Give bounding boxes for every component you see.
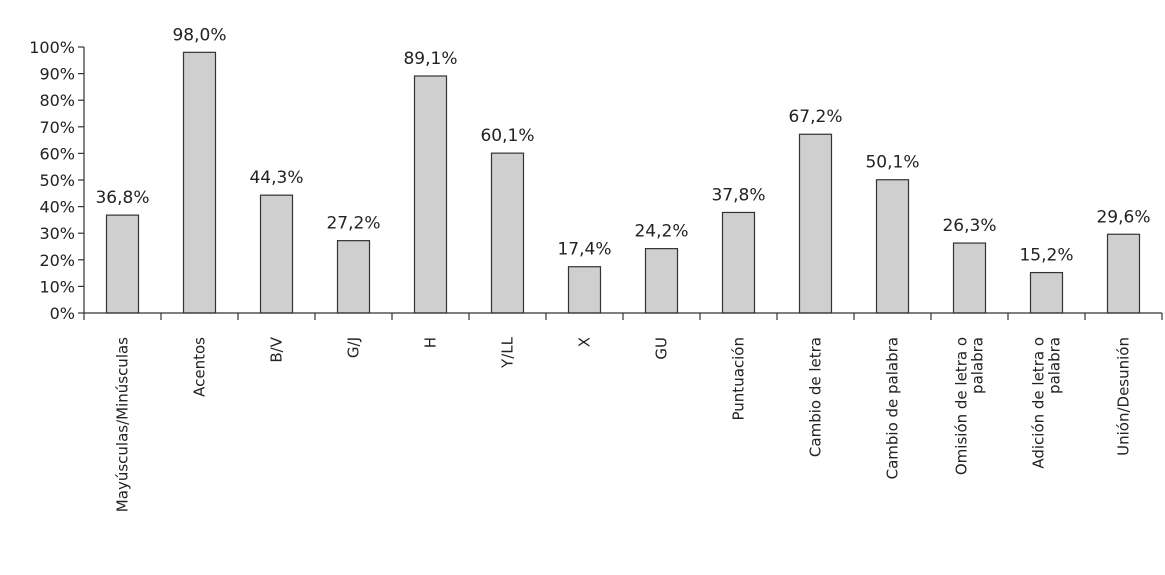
x-tick-label: Y/LL [499,336,517,369]
y-tick-label: 90% [39,65,75,84]
x-tick-label-line: Acentos [191,337,209,397]
x-tick-label-line: Mayúsculas/Minúsculas [114,337,132,512]
y-axis: 0% 10% 20% 30% 40% 50% 60% 70% 80% 90% 100% [29,38,85,323]
y-tick-label: 50% [39,171,75,190]
x-tick-label: B/V [268,336,286,362]
bar [875,179,910,314]
x-tick-label-line: Cambio de palabra [884,337,902,479]
data-label: 60,1% [480,126,534,146]
y-tick-label: 20% [39,251,75,270]
x-tick-label: Acentos [191,337,209,397]
bar [105,214,140,314]
bar [259,194,294,314]
x-tick-label-line: palabra [969,337,987,394]
data-label: 44,3% [249,168,303,188]
bar [182,51,217,314]
data-label: 37,8% [711,185,765,205]
x-tick-label-line: Unión/Desunión [1115,337,1133,456]
data-label: 50,1% [865,153,919,173]
y-tick-label: 0% [50,304,75,323]
x-tick-label: Cambio de palabra [884,337,902,479]
x-tick-label-line: palabra [1046,337,1064,394]
x-tick-label-line: Puntuación [730,337,748,420]
x-axis: Mayúsculas/Minúsculas Acentos B/V G/J H Y/LL X… [83,312,1163,512]
x-tick-label-line: GU [653,337,671,360]
x-tick-label-line: Omisión de letra o [953,337,971,475]
data-label: 15,2% [1019,246,1073,266]
y-tick-label: 70% [39,118,75,137]
bar [952,242,987,314]
x-tick-label: GU [653,337,671,360]
x-tick-label: Puntuación [730,337,748,420]
x-tick-label-line: H [422,337,440,348]
bar [1029,271,1064,314]
data-label: 24,2% [634,222,688,242]
bar [644,248,679,314]
bar [1106,233,1141,314]
x-tick-label: Cambio de letra [807,337,825,457]
bar [798,133,833,314]
data-label: 27,2% [326,214,380,234]
x-tick-label-line: Adición de letra o [1030,337,1048,469]
x-tick-label-line: B/V [268,336,286,362]
x-tick-label-line: Y/LL [499,336,517,369]
x-tick-label: H [422,337,440,348]
x-tick-label-line: X [576,337,594,347]
bar [413,75,448,314]
x-tick-label-line: G/J [345,337,363,358]
data-label: 67,2% [788,107,842,127]
bar [721,211,756,314]
x-tick-label: X [576,337,594,347]
bars: 36,8% 98,0% 44,3% 27,2% 89,1% 60,1% 17,4% 24,2%… [95,25,1151,314]
y-tick-label: 60% [39,144,75,163]
y-tick-label: 40% [39,198,75,217]
bar [336,240,371,314]
bar [567,266,602,314]
bar [490,152,525,314]
y-tick-label: 10% [39,277,75,296]
data-label: 89,1% [403,49,457,69]
data-label: 36,8% [95,188,149,208]
data-label: 29,6% [1096,207,1150,227]
data-label: 98,0% [172,25,226,45]
y-tick-label: 100% [29,38,75,57]
x-tick-label: Mayúsculas/Minúsculas [114,337,132,512]
data-label: 17,4% [557,240,611,260]
x-tick-label-line: Cambio de letra [807,337,825,457]
x-tick-label: G/J [345,337,363,358]
data-label: 26,3% [942,216,996,236]
y-tick-label: 30% [39,224,75,243]
x-tick-label: Unión/Desunión [1115,337,1133,456]
y-tick-label: 80% [39,91,75,110]
